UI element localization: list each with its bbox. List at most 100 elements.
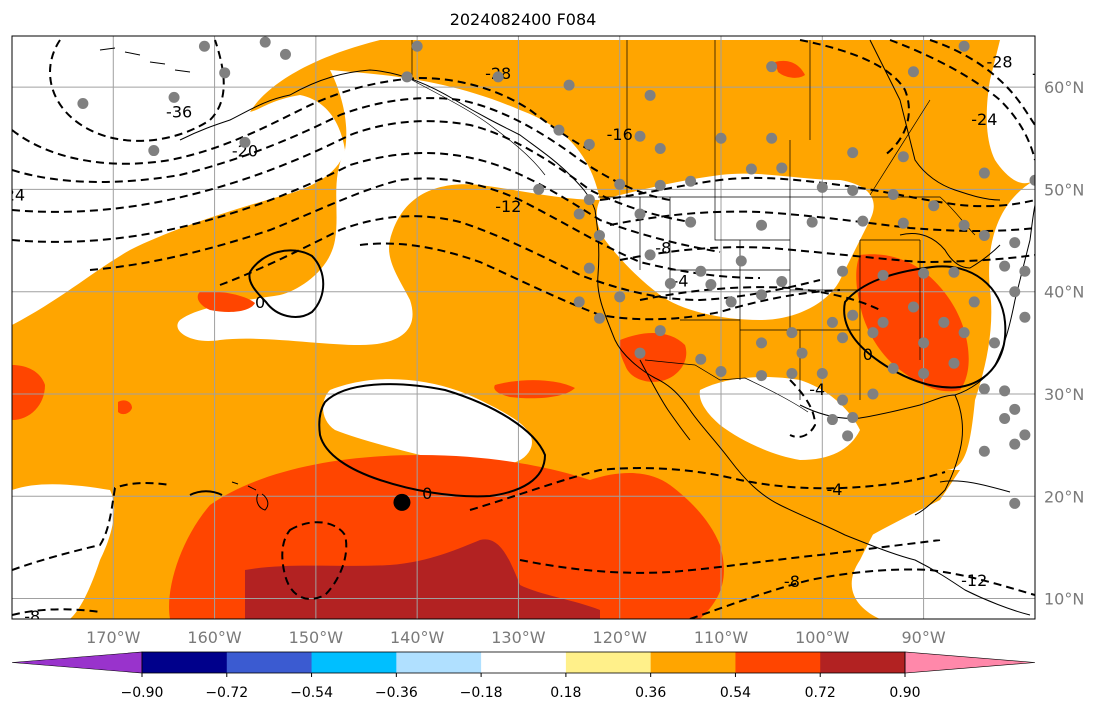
contour-label: -4: [826, 480, 842, 499]
station-dot: [867, 327, 879, 339]
red-region-baja: [619, 333, 687, 382]
station-dot: [77, 98, 89, 110]
station-dot: [553, 124, 565, 136]
station-dot: [664, 278, 676, 290]
station-dot: [918, 337, 930, 349]
colorbar-segment: [311, 652, 397, 673]
colorbar-segment: [396, 652, 482, 673]
station-dot: [918, 267, 930, 279]
coastline-westcoast: [594, 209, 1031, 616]
marker: [393, 493, 411, 511]
colorbar: −0.90 −0.72 −0.54 −0.36 −0.18 0.18 0.36 0.54 0.7…: [11, 651, 1036, 701]
station-dot: [715, 132, 727, 144]
station-dot: [776, 275, 788, 287]
station-dot: [695, 265, 707, 277]
contour-label: -28: [986, 53, 1012, 72]
lat-tick-label: 50°N: [1044, 180, 1084, 199]
lat-tick-label: 30°N: [1044, 385, 1084, 404]
station-dot: [978, 229, 990, 241]
station-dot: [756, 219, 768, 231]
colorbar-label: −0.90: [121, 685, 164, 701]
station-dot: [907, 66, 919, 78]
white-region-gulf: [699, 377, 860, 460]
border-us-canada: [598, 196, 976, 236]
contour-label: -28: [1032, 64, 1058, 83]
station-dot: [968, 296, 980, 308]
station-dot: [563, 79, 575, 91]
station-dot: [847, 412, 859, 424]
station-dot: [766, 61, 778, 73]
white-region-south-west: [12, 484, 115, 619]
station-dot: [634, 208, 646, 220]
station-dot: [715, 365, 727, 377]
lon-tick-label: 170°W: [86, 628, 141, 647]
station-dot: [978, 383, 990, 395]
contour-solid-2: [318, 383, 547, 498]
station-dot: [887, 362, 899, 374]
dark-red-field: [245, 539, 600, 619]
station-dot: [1029, 174, 1035, 186]
lon-tick-label: 150°W: [289, 628, 344, 647]
coastline-aleutians: [99, 47, 191, 73]
lon-tick-label: 90°W: [901, 628, 945, 647]
station-dot: [948, 357, 960, 369]
colorbar-extend-min: [11, 651, 143, 674]
contour-dashed-22: [12, 608, 101, 616]
station-dot: [796, 347, 808, 359]
colorbar-segment: [142, 652, 228, 673]
contour-dashed-3: [12, 97, 671, 201]
station-dot: [786, 327, 798, 339]
red-region-plains: [856, 254, 969, 392]
location-marker: [393, 493, 411, 511]
figure-title: 2024082400 F084: [450, 10, 597, 29]
station-dot: [593, 229, 605, 241]
red-region-blob2: [118, 400, 132, 415]
colorbar-segment: [481, 652, 567, 673]
contour-dashed-12: [599, 176, 1035, 208]
contour-dashed-13: [609, 210, 1035, 232]
contour-dashed-15: [639, 286, 881, 311]
colorbar-segment: [820, 652, 906, 673]
station-dot: [583, 194, 595, 206]
station-dot: [826, 414, 838, 426]
station-dot: [1009, 438, 1021, 450]
station-dot: [1009, 497, 1021, 509]
station-dot: [999, 385, 1011, 397]
gridlines: [12, 36, 1035, 619]
station-dot: [816, 368, 828, 380]
station-dot: [148, 145, 160, 157]
border-alaska-canada: [411, 40, 546, 176]
contour-dashed-14: [619, 246, 1035, 264]
lat-tick-label: 10°N: [1044, 590, 1084, 609]
station-dot: [958, 219, 970, 231]
station-dot: [756, 370, 768, 382]
station-dot: [1019, 265, 1031, 277]
station-dot: [887, 189, 899, 201]
station-dot: [573, 208, 585, 220]
station-dot: [1009, 286, 1021, 298]
station-dot: [756, 289, 768, 301]
red-region-blob3: [775, 60, 805, 78]
coastline-cuba: [939, 480, 1011, 493]
station-dot: [1009, 237, 1021, 249]
contour-label: -24: [971, 110, 997, 129]
station-dot: [842, 430, 854, 442]
station-dot: [786, 368, 798, 380]
contour-label: -4: [809, 380, 825, 399]
station-dot: [1019, 429, 1031, 441]
lat-tick-label: 40°N: [1044, 283, 1084, 302]
colorbar-label: −0.72: [205, 685, 248, 701]
red-region-west: [12, 365, 45, 420]
longitude-labels: 170°W 160°W 150°W 140°W 130°W 120°W 110°W 100°W…: [86, 628, 946, 647]
station-dot: [999, 413, 1011, 425]
station-dot: [988, 337, 1000, 349]
station-dot: [583, 262, 595, 274]
station-dot: [685, 216, 697, 228]
station-dot: [492, 71, 504, 83]
station-dot: [614, 291, 626, 303]
colorbar-label: 0.36: [635, 685, 666, 701]
contour-dashed-16: [789, 379, 817, 438]
contour-label: -20: [232, 142, 258, 161]
contour-dashed-6: [89, 177, 761, 279]
station-dot: [847, 309, 859, 321]
